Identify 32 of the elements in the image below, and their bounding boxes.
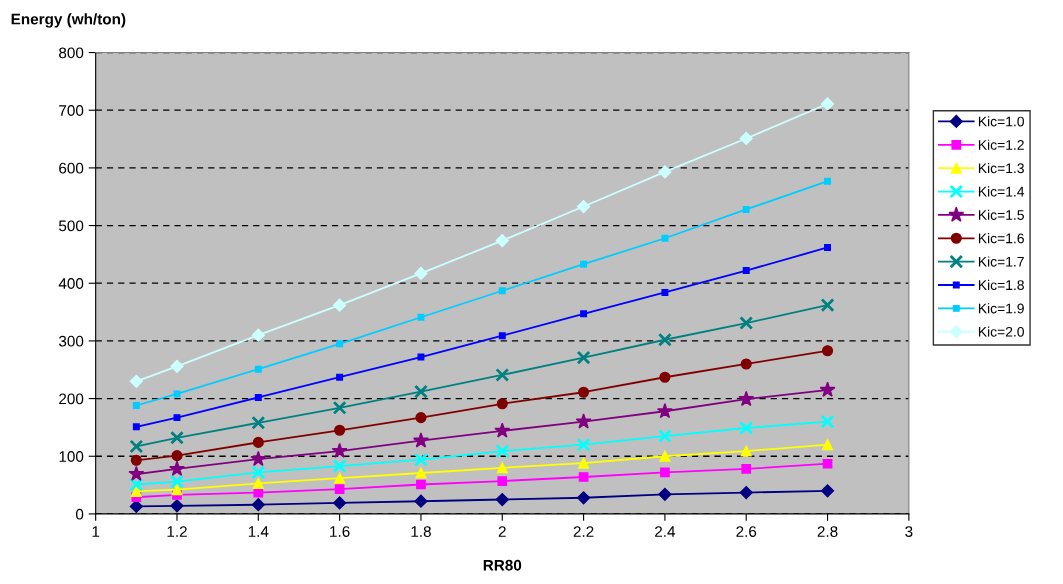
y-tick-label: 400 xyxy=(58,278,84,289)
x-tick-label: 1.4 xyxy=(248,526,269,537)
y-axis-title: Energy (wh/ton) xyxy=(11,13,126,28)
x-tick-label: 2.6 xyxy=(736,526,757,537)
legend-label: Kic=1.9 xyxy=(978,303,1024,314)
x-tick-label: 1.6 xyxy=(330,526,350,537)
y-tick-label: 800 xyxy=(59,47,84,59)
legend-label: Kic=1.8 xyxy=(978,279,1024,291)
x-tick-label: 2 xyxy=(498,526,506,537)
y-tick-label: 700 xyxy=(59,105,84,116)
legend-label: Kic=1.4 xyxy=(978,186,1025,197)
x-tick-label: 1 xyxy=(92,526,100,537)
y-tick-label: 200 xyxy=(59,393,84,405)
legend-label: Kic=1.7 xyxy=(978,256,1024,267)
y-tick-label: 300 xyxy=(58,335,84,347)
y-tick-label: 0 xyxy=(75,508,84,520)
y-tick-label: 100 xyxy=(59,451,84,462)
legend-label: Kic=2.0 xyxy=(978,326,1024,337)
legend-label: Kic=1.2 xyxy=(978,139,1024,150)
x-axis-title: RR80 xyxy=(483,559,522,571)
x-tick-label: 3 xyxy=(905,526,913,537)
legend-label: Kic=1.5 xyxy=(978,209,1024,220)
y-tick-label: 600 xyxy=(59,162,84,174)
y-tick-label: 500 xyxy=(58,220,84,232)
legend-label: Kic=1.0 xyxy=(978,116,1024,127)
x-tick-label: 1.2 xyxy=(167,526,187,537)
x-tick-label: 2.4 xyxy=(655,526,676,537)
x-tick-label: 2.2 xyxy=(573,526,594,537)
legend-label: Kic=1.3 xyxy=(978,162,1024,174)
x-tick-label: 2.8 xyxy=(817,526,838,537)
legend-label: Kic=1.6 xyxy=(978,233,1024,244)
x-tick-label: 1.8 xyxy=(411,526,431,537)
